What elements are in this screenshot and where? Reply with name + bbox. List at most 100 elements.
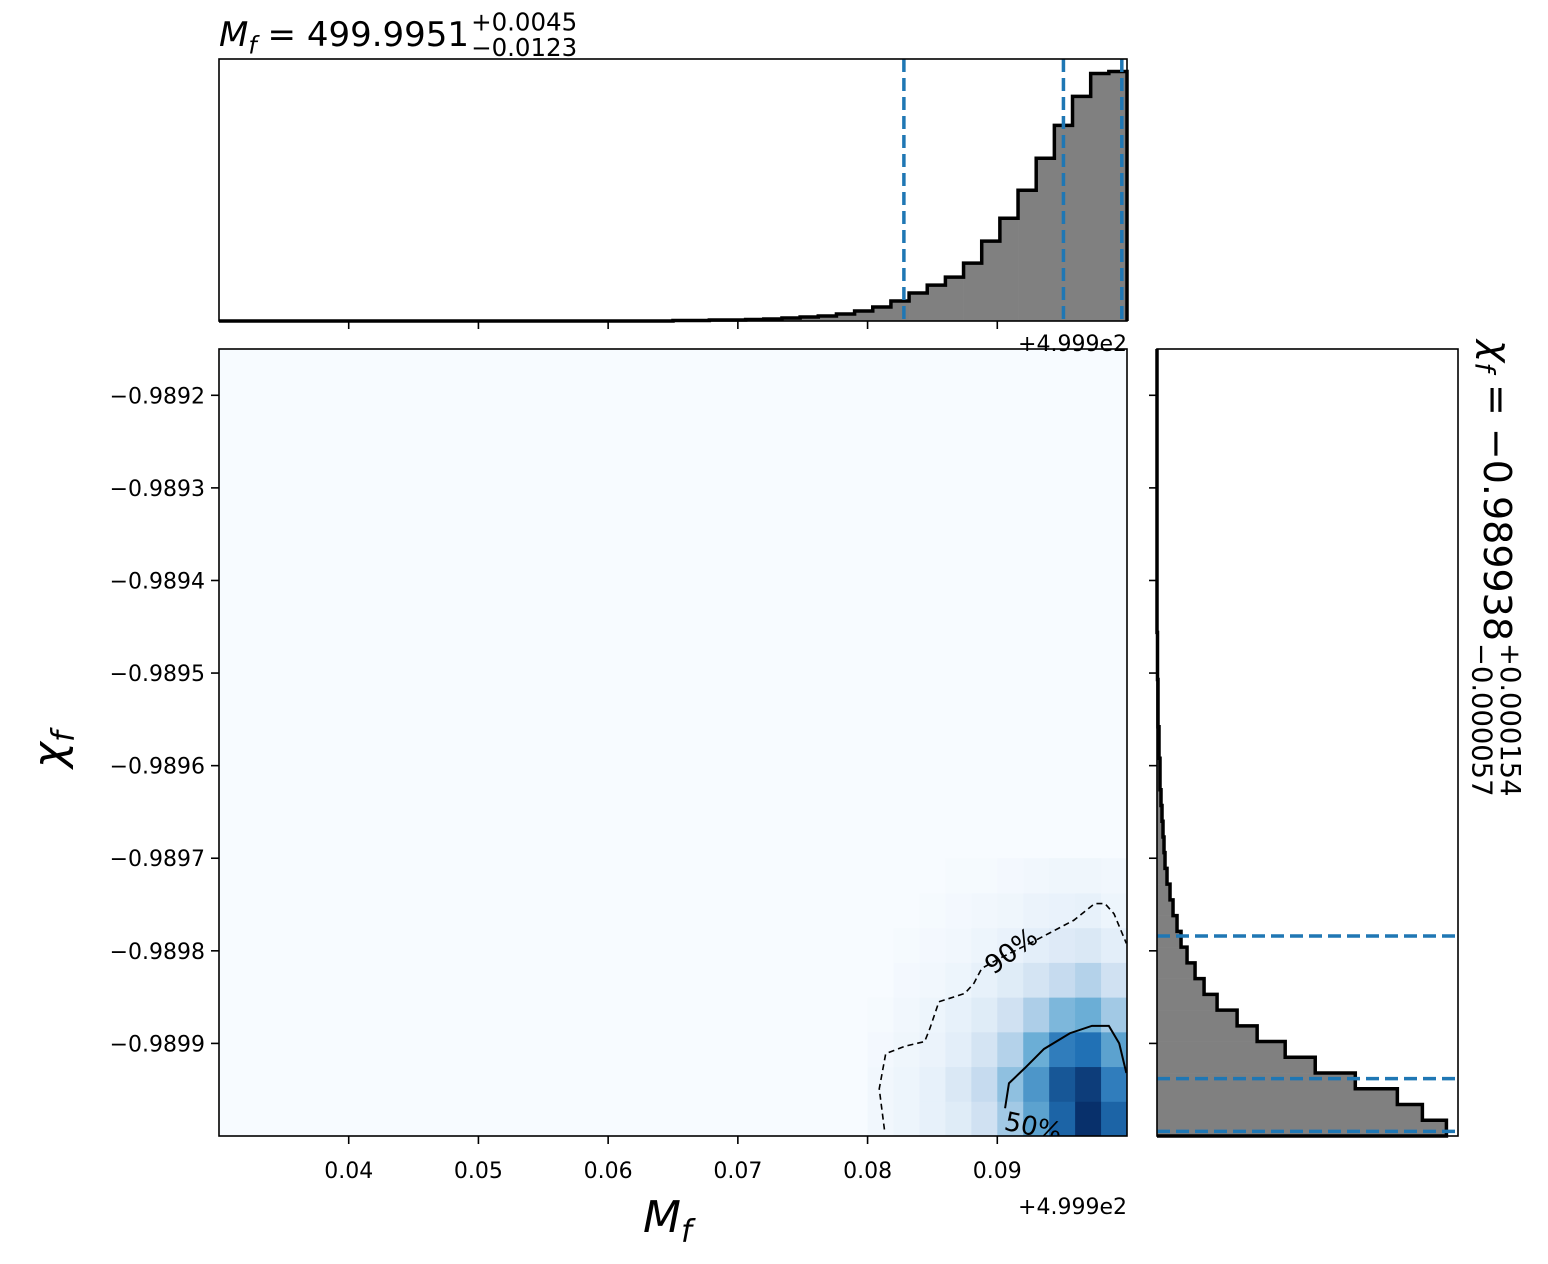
density-cell — [893, 1031, 920, 1068]
hist-bar — [818, 316, 837, 321]
density-cell — [1075, 858, 1102, 894]
subscript: f — [681, 1214, 696, 1250]
title-value: = 499.9951 — [257, 15, 469, 55]
density-cell — [867, 858, 895, 894]
density-cell — [893, 997, 920, 1033]
hist-bar — [1108, 71, 1128, 321]
density-cell — [1023, 1031, 1050, 1068]
hist-bar — [854, 311, 874, 321]
density-cell — [893, 1101, 920, 1136]
density-cell — [893, 1066, 920, 1102]
density-cell — [945, 1066, 972, 1102]
symbol: M — [643, 1192, 681, 1243]
density-cell — [1023, 1066, 1050, 1102]
hist-bar — [1157, 805, 1163, 822]
density-cell — [1023, 997, 1050, 1033]
density-cell — [945, 858, 972, 894]
hist-bar — [1157, 1041, 1286, 1058]
hist-bar — [999, 218, 1019, 321]
axes: 0.04 0.05 0.06 0.07 0.08 0.09 −0.9892 −0.9893 −0… — [24, 8, 1525, 1250]
y-tick-label: −0.9892 — [110, 384, 205, 409]
density-cell — [997, 1101, 1024, 1136]
density-cell — [971, 892, 998, 929]
title-lower: −0.0123 — [471, 33, 577, 62]
y-axis-label-text: χf — [24, 727, 82, 770]
y-tick-label: −0.9894 — [110, 569, 205, 594]
title: Mf = 499.9951 +0.0045−0.0123 — [219, 8, 577, 63]
density-cell — [919, 997, 946, 1033]
density-cell — [893, 858, 920, 894]
density-cell — [919, 1031, 946, 1068]
hist-bar — [945, 277, 964, 321]
density-cell — [919, 892, 946, 929]
density-cell — [997, 858, 1024, 894]
density-cell — [945, 1101, 972, 1136]
symbol: χ — [24, 740, 75, 770]
density-cell — [1101, 1101, 1127, 1136]
density-cell — [997, 892, 1024, 929]
density-cell — [1101, 892, 1127, 929]
density-cell — [893, 892, 920, 929]
density-cell — [893, 927, 920, 963]
title-main: Mf = 499.9951 — [219, 15, 469, 59]
hist-bar — [963, 263, 983, 321]
symbol: χ — [1475, 338, 1519, 364]
density-cell — [945, 1031, 972, 1068]
density-cell — [1101, 962, 1127, 998]
hist-bar — [909, 293, 928, 321]
density-cell — [997, 1031, 1024, 1068]
hist-bar — [1090, 73, 1110, 321]
hist-bar — [1157, 899, 1174, 916]
hist-bar — [1157, 1088, 1398, 1105]
density-cell — [945, 927, 972, 963]
top-hist-frame — [218, 58, 1128, 322]
hist-bar — [836, 314, 855, 321]
hist-bar — [1157, 789, 1162, 806]
x-tick-label: 0.09 — [973, 1159, 1022, 1184]
density-cell — [867, 892, 895, 929]
hist-bar — [1072, 96, 1091, 321]
density-cell — [1049, 1101, 1076, 1136]
x-tick-label: 0.06 — [584, 1159, 633, 1184]
hist-bar — [1157, 978, 1205, 995]
density-cell — [1075, 1101, 1102, 1136]
density-cell — [919, 858, 946, 894]
contour-line — [1004, 1024, 1127, 1109]
y-tick-label: −0.9899 — [110, 1032, 205, 1057]
density-cell — [1023, 962, 1050, 998]
title-upper: +0.000154 — [1494, 643, 1525, 796]
hist-bar — [1157, 1120, 1447, 1137]
title: χf = −0.989938+0.000154−0.000057 — [1466, 338, 1526, 797]
x-tick-label: 0.05 — [454, 1159, 503, 1184]
density-cell — [867, 927, 895, 963]
density-cell — [1075, 1031, 1102, 1068]
density-cell — [1049, 892, 1076, 929]
density-cell — [971, 927, 998, 963]
x-axis-label-text: Mf — [643, 1192, 696, 1250]
density-cell — [893, 962, 920, 998]
y-tick-label: −0.9893 — [110, 477, 205, 502]
density-cell — [1101, 927, 1127, 963]
density-cell — [945, 962, 972, 998]
contour-line — [878, 902, 1127, 1130]
density-cell — [1101, 858, 1127, 894]
title-lower: −0.000057 — [1466, 643, 1497, 796]
density-cell — [1049, 997, 1076, 1033]
density — [867, 858, 1127, 1136]
hist-bar — [1157, 1073, 1356, 1090]
density-cell — [971, 1031, 998, 1068]
symbol: M — [219, 15, 248, 55]
density-cell — [971, 858, 998, 894]
hist-bar — [1036, 158, 1055, 321]
hist-bar — [1157, 915, 1178, 932]
hist-bar — [800, 317, 819, 321]
hist-bar — [1157, 1057, 1316, 1074]
hist-bar — [1157, 1010, 1238, 1027]
hist-bar — [927, 285, 946, 321]
density-cell — [1101, 997, 1127, 1033]
density-cell — [1023, 927, 1050, 963]
y-tick-label: −0.9895 — [110, 662, 205, 687]
density-cell — [919, 927, 946, 963]
density-cell — [867, 997, 895, 1033]
hist-bar — [1157, 1025, 1258, 1042]
